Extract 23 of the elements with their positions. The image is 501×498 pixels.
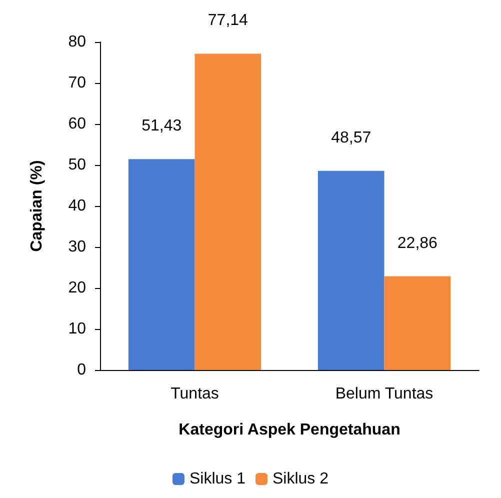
legend-label: Siklus 1: [189, 470, 246, 488]
bar: [128, 159, 195, 370]
y-tick-label: 0: [77, 362, 86, 378]
bar: [318, 170, 384, 370]
y-tick-label: 20: [68, 280, 86, 296]
data-label: 22,86: [397, 234, 438, 252]
data-label: 51,43: [142, 118, 182, 135]
y-tick-label: 60: [68, 116, 86, 132]
y-tick-label: 80: [68, 34, 86, 50]
y-axis-title: Capaian (%): [28, 160, 46, 252]
x-axis-title: Kategori Aspek Pengetahuan: [178, 422, 400, 438]
y-tick-label: 40: [68, 198, 86, 214]
data-label: 48,57: [331, 129, 372, 146]
data-label: 77,14: [208, 12, 248, 30]
legend-label: Siklus 2: [272, 470, 329, 488]
x-tick-label: Tuntas: [170, 386, 219, 402]
y-tick-label: 50: [68, 156, 86, 174]
bar: [194, 54, 262, 370]
bar: [384, 276, 451, 370]
y-tick-label: 30: [68, 238, 86, 256]
y-tick-label: 70: [68, 74, 86, 92]
y-tick-label: 10: [68, 320, 86, 338]
x-tick-label: Belum Tuntas: [335, 386, 434, 402]
